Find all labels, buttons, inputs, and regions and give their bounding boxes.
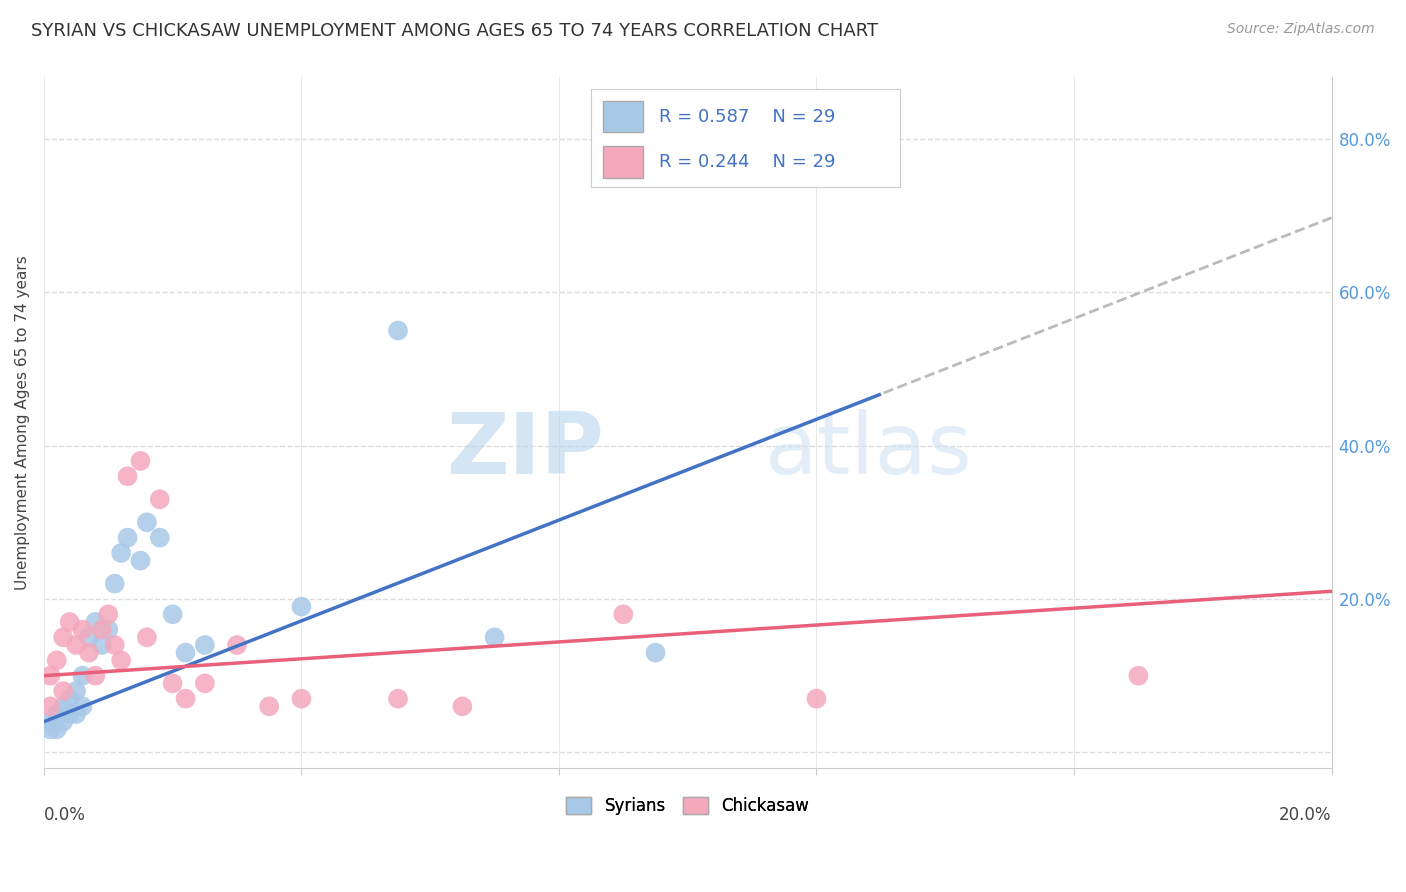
- Text: Source: ZipAtlas.com: Source: ZipAtlas.com: [1227, 22, 1375, 37]
- Text: 20.0%: 20.0%: [1279, 805, 1331, 823]
- Point: [65, 684, 87, 698]
- Point: [59, 706, 82, 721]
- Point: [59, 615, 82, 629]
- Point: [226, 638, 249, 652]
- Point: [72, 699, 94, 714]
- Point: [174, 691, 197, 706]
- Point: [149, 492, 172, 507]
- Point: [290, 599, 312, 614]
- Point: [451, 699, 474, 714]
- Point: [45, 723, 67, 737]
- Text: 0.0%: 0.0%: [44, 805, 86, 823]
- Point: [39, 699, 62, 714]
- Point: [65, 638, 87, 652]
- Point: [90, 623, 112, 637]
- Text: SYRIAN VS CHICKASAW UNEMPLOYMENT AMONG AGES 65 TO 74 YEARS CORRELATION CHART: SYRIAN VS CHICKASAW UNEMPLOYMENT AMONG A…: [31, 22, 879, 40]
- Point: [39, 668, 62, 682]
- Point: [644, 646, 666, 660]
- Point: [72, 623, 94, 637]
- Point: [97, 623, 120, 637]
- Y-axis label: Unemployment Among Ages 65 to 74 years: Unemployment Among Ages 65 to 74 years: [15, 255, 30, 590]
- Point: [484, 630, 506, 644]
- FancyBboxPatch shape: [603, 101, 643, 132]
- Point: [90, 638, 112, 652]
- Point: [52, 699, 75, 714]
- Point: [65, 706, 87, 721]
- Point: [39, 714, 62, 729]
- Point: [72, 668, 94, 682]
- Point: [257, 699, 280, 714]
- Point: [806, 691, 828, 706]
- Point: [162, 676, 184, 690]
- Point: [174, 646, 197, 660]
- Point: [194, 676, 217, 690]
- Point: [52, 684, 75, 698]
- Point: [387, 324, 409, 338]
- Point: [117, 469, 139, 483]
- Point: [77, 630, 100, 644]
- Point: [387, 691, 409, 706]
- Text: R = 0.244    N = 29: R = 0.244 N = 29: [658, 153, 835, 170]
- Point: [104, 638, 127, 652]
- Point: [52, 630, 75, 644]
- Point: [110, 546, 132, 560]
- Point: [77, 646, 100, 660]
- Point: [104, 576, 127, 591]
- Text: atlas: atlas: [765, 409, 973, 491]
- Point: [84, 668, 107, 682]
- Point: [45, 653, 67, 667]
- Text: ZIP: ZIP: [446, 409, 605, 491]
- Point: [194, 638, 217, 652]
- Legend: Syrians, Chickasaw: Syrians, Chickasaw: [560, 790, 815, 822]
- Point: [162, 607, 184, 622]
- Point: [45, 706, 67, 721]
- Point: [52, 714, 75, 729]
- Point: [135, 516, 157, 530]
- Point: [117, 531, 139, 545]
- Text: R = 0.587    N = 29: R = 0.587 N = 29: [658, 108, 835, 126]
- Point: [612, 607, 634, 622]
- Point: [39, 723, 62, 737]
- Point: [290, 691, 312, 706]
- Point: [129, 454, 152, 468]
- Point: [129, 554, 152, 568]
- FancyBboxPatch shape: [603, 146, 643, 178]
- Point: [59, 691, 82, 706]
- Point: [110, 653, 132, 667]
- Point: [135, 630, 157, 644]
- Point: [97, 607, 120, 622]
- Point: [149, 531, 172, 545]
- Point: [1128, 668, 1150, 682]
- Point: [84, 615, 107, 629]
